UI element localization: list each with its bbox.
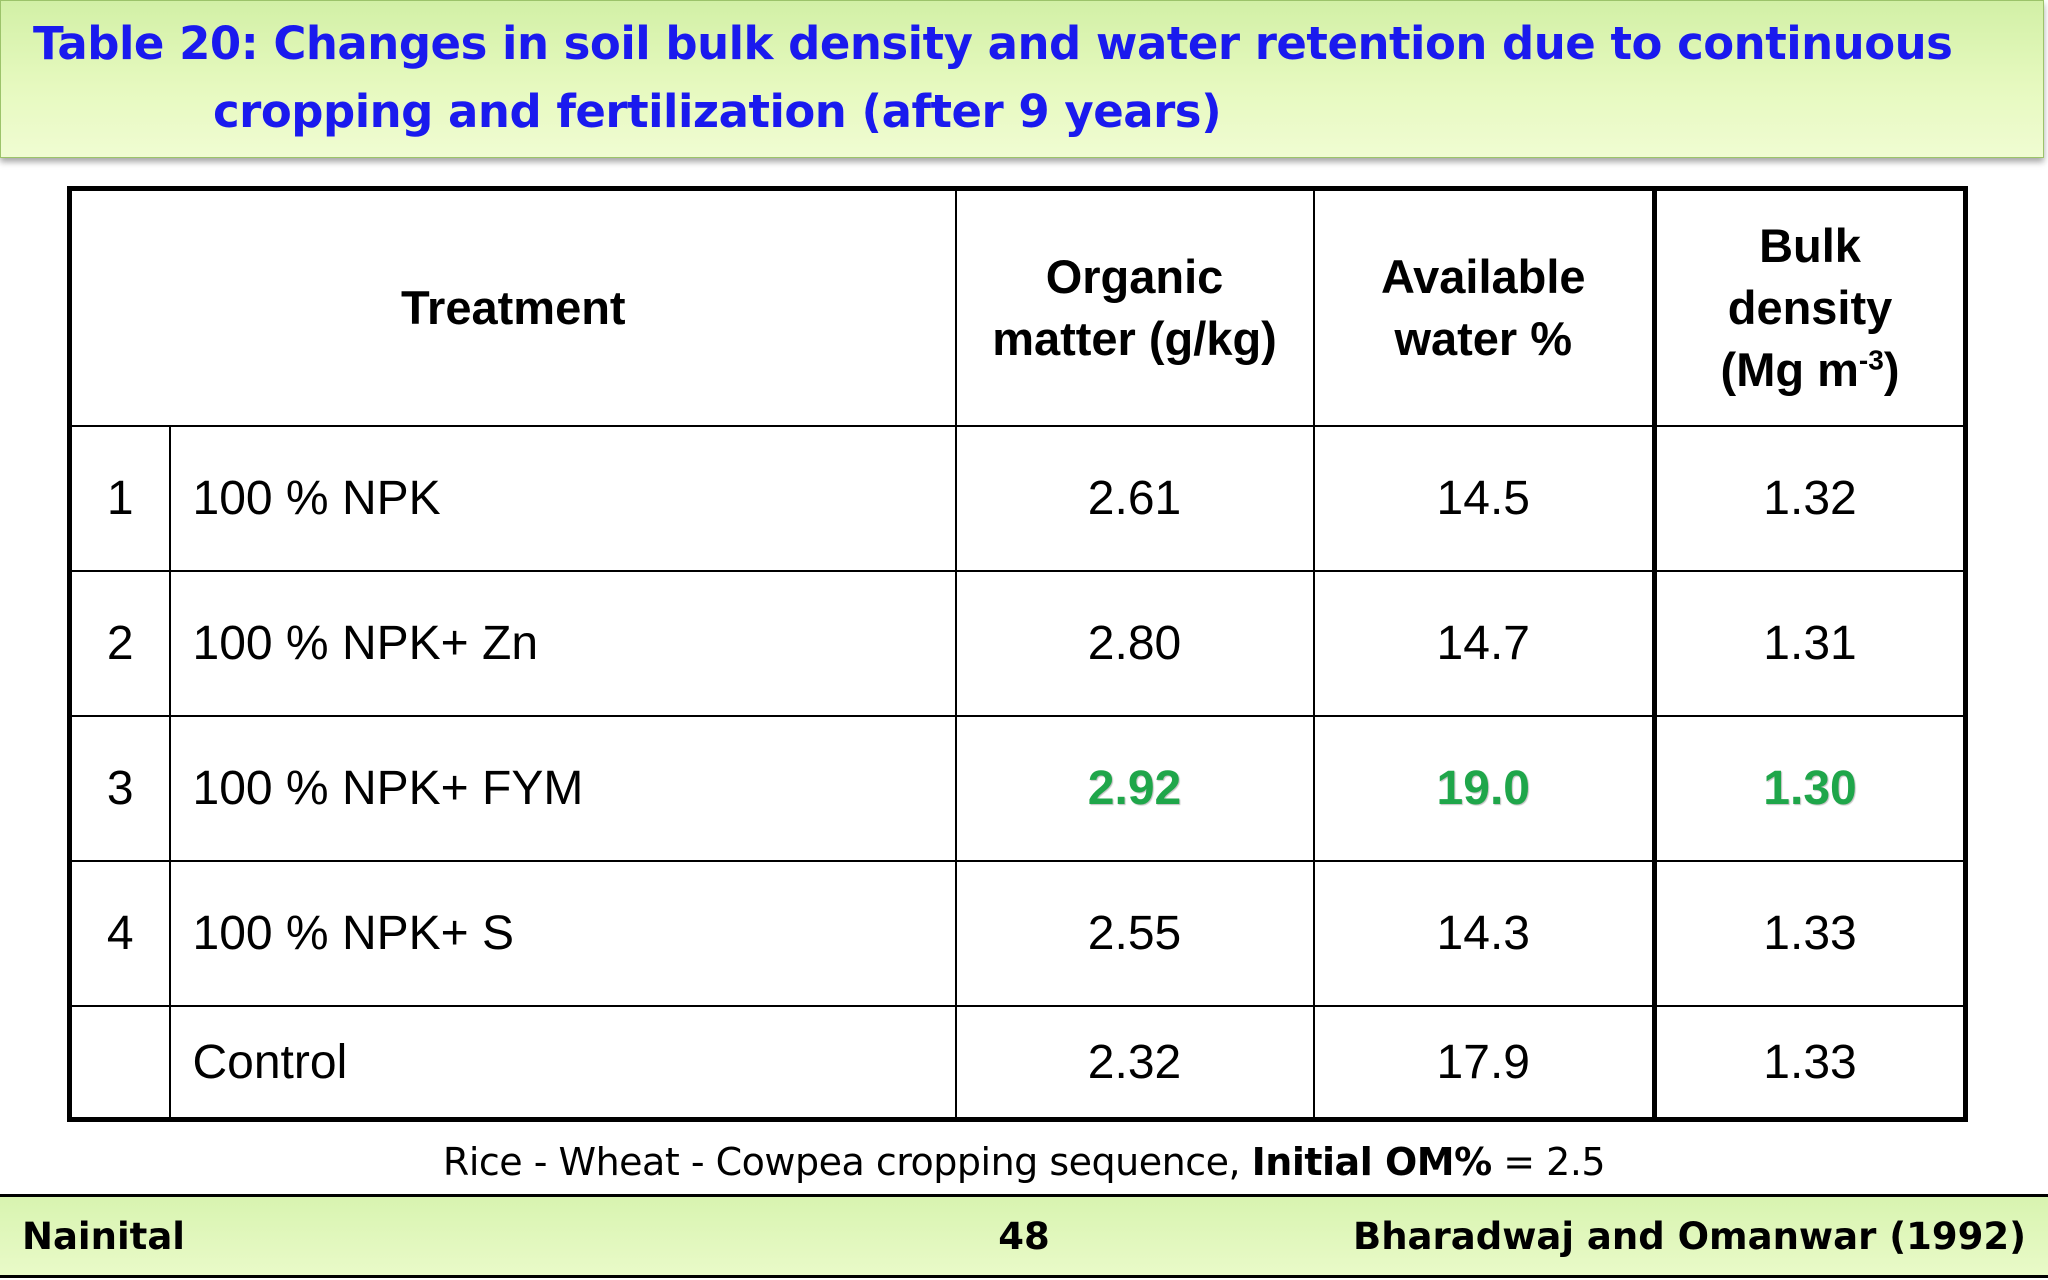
organic-matter-cell: 2.32 (954, 1005, 1315, 1121)
treatment-cell: Control (168, 1005, 957, 1121)
bulk-density-cell: 1.32 (1652, 425, 1967, 572)
footer-bar: Nainital 48 Bharadwaj and Omanwar (1992) (0, 1194, 2048, 1278)
header-available-water-line-1: Available (1380, 250, 1586, 303)
organic-matter-cell: 2.80 (954, 570, 1315, 717)
header-bulk-density-exponent: -3 (1858, 344, 1884, 376)
header-organic-matter: Organic matter (g/kg) (954, 187, 1315, 427)
header-bulk-density-line-2: density (1727, 281, 1893, 334)
note-value: = 2.5 (1491, 1140, 1606, 1184)
header-available-water: Available water % (1312, 187, 1656, 427)
available-water-cell: 14.7 (1312, 570, 1656, 717)
table-note: Rice - Wheat - Cowpea cropping sequence,… (0, 1140, 2048, 1184)
header-bulk-density-unit: (Mg m (1720, 343, 1859, 396)
organic-matter-cell: 2.61 (954, 425, 1315, 572)
treatment-cell: 100 % NPK (168, 425, 957, 572)
header-bulk-density-paren: ) (1883, 343, 1900, 396)
note-bold: Initial OM% (1251, 1140, 1493, 1184)
table-row: 2 100 % NPK+ Zn 2.80 14.7 1.31 (68, 570, 1967, 717)
available-water-cell-highlighted: 19.0 (1312, 715, 1656, 862)
row-number: 4 (68, 860, 171, 1007)
available-water-cell: 14.5 (1312, 425, 1656, 572)
treatment-cell: 100 % NPK+ Zn (168, 570, 957, 717)
header-bulk-density: Bulk density (Mg m-3) (1652, 187, 1967, 427)
header-organic-matter-line-1: Organic (1045, 250, 1224, 303)
table-title-line-1: Table 20: Changes in soil bulk density a… (33, 17, 1953, 70)
header-available-water-line-2: water % (1394, 312, 1573, 365)
available-water-cell: 17.9 (1312, 1005, 1656, 1121)
bulk-density-cell: 1.33 (1652, 1005, 1967, 1121)
organic-matter-cell-highlighted: 2.92 (954, 715, 1315, 862)
table-row: Control 2.32 17.9 1.33 (68, 1005, 1967, 1121)
bulk-density-cell-highlighted: 1.30 (1652, 715, 1967, 862)
row-number: 1 (68, 425, 171, 572)
footer-page-number: 48 (998, 1215, 1050, 1258)
organic-matter-cell: 2.55 (954, 860, 1315, 1007)
table-row: 1 100 % NPK 2.61 14.5 1.32 (68, 425, 1967, 572)
title-bar: Table 20: Changes in soil bulk density a… (0, 0, 2044, 158)
footer-citation: Bharadwaj and Omanwar (1992) (1353, 1215, 2026, 1258)
treatment-cell: 100 % NPK+ S (168, 860, 957, 1007)
row-number: 3 (68, 715, 171, 862)
available-water-cell: 14.3 (1312, 860, 1656, 1007)
row-number: 2 (68, 570, 171, 717)
table-row: 3 100 % NPK+ FYM 2.92 19.0 1.30 (68, 715, 1967, 862)
treatment-cell: 100 % NPK+ FYM (168, 715, 957, 862)
table-row: 4 100 % NPK+ S 2.55 14.3 1.33 (68, 860, 1967, 1007)
data-table: Treatment Organic matter (g/kg) Availabl… (67, 186, 1969, 1122)
row-number (68, 1005, 171, 1121)
note-text: Rice - Wheat - Cowpea cropping sequence, (442, 1140, 1252, 1184)
header-bulk-density-line-1: Bulk (1759, 219, 1861, 272)
footer-location: Nainital (22, 1215, 185, 1258)
header-row: Treatment Organic matter (g/kg) Availabl… (68, 187, 1967, 427)
bulk-density-cell: 1.33 (1652, 860, 1967, 1007)
table-title-line-2: cropping and fertilization (after 9 year… (213, 85, 1222, 138)
header-organic-matter-line-2: matter (g/kg) (992, 312, 1277, 365)
bulk-density-cell: 1.31 (1652, 570, 1967, 717)
header-treatment: Treatment (68, 187, 957, 427)
